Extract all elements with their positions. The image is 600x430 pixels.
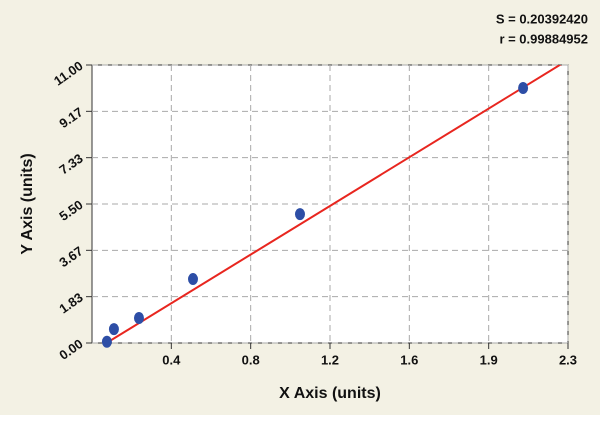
x-tick-label: 1.6 <box>400 352 418 367</box>
data-point <box>187 273 198 286</box>
data-point <box>294 208 305 221</box>
x-tick-label: 1.2 <box>321 352 339 367</box>
x-tick-label: 2.3 <box>559 352 577 367</box>
annotation: r = 0.99884952 <box>499 31 588 46</box>
y-axis-label: Y Axis (units) <box>19 153 36 254</box>
data-point <box>133 311 144 324</box>
data-point <box>518 81 529 94</box>
annotation: S = 0.20392420 <box>496 11 588 26</box>
data-point <box>108 323 119 336</box>
x-tick-label: 0.4 <box>162 352 181 367</box>
x-axis-label: X Axis (units) <box>279 385 381 402</box>
fit-line <box>104 65 562 343</box>
data-point <box>101 335 112 348</box>
x-tick-label: 1.9 <box>480 352 498 367</box>
x-tick-label: 0.8 <box>242 352 260 367</box>
